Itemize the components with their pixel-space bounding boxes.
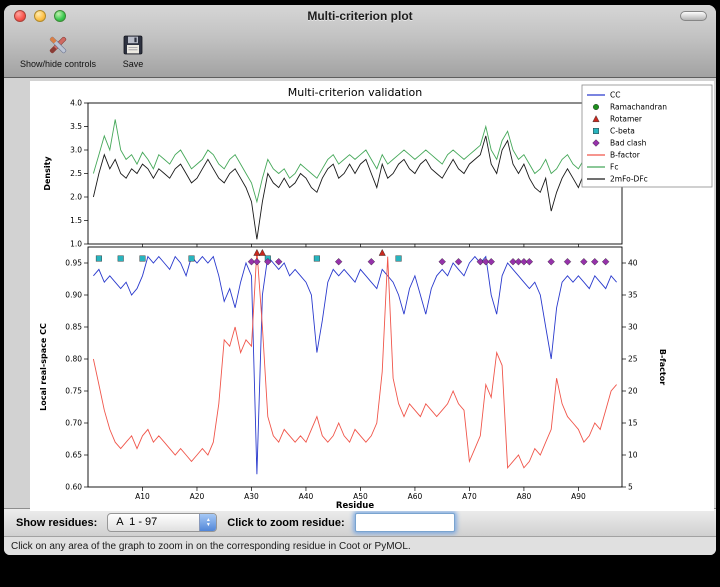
residue-range-dropdown[interactable]: A 1 - 97 ▲▼ — [107, 513, 217, 532]
svg-text:0.60: 0.60 — [65, 483, 82, 492]
svg-text:A90: A90 — [571, 492, 586, 501]
save-label: Save — [123, 59, 144, 69]
svg-text:1.5: 1.5 — [70, 216, 82, 225]
floppy-disk-icon — [120, 32, 146, 58]
window-chrome: Multi-criterion plot — [4, 5, 716, 78]
svg-text:Bad clash: Bad clash — [610, 139, 647, 148]
svg-text:35: 35 — [628, 291, 638, 300]
svg-text:4.0: 4.0 — [70, 99, 82, 108]
svg-text:A70: A70 — [462, 492, 477, 501]
toolbar: Show/hide controls Save — [4, 27, 716, 77]
window-title: Multi-criterion plot — [4, 5, 716, 27]
plot-content-area: Multi-criterion validation 1.0 1.5 2.0 2.5 3.… — [4, 78, 716, 508]
svg-text:2.5: 2.5 — [70, 169, 82, 178]
svg-text:3.0: 3.0 — [70, 146, 82, 155]
svg-text:Ramachandran: Ramachandran — [610, 103, 667, 112]
svg-text:0.65: 0.65 — [65, 451, 82, 460]
svg-text:0.70: 0.70 — [65, 419, 82, 428]
x-axis-label: Residue — [336, 501, 374, 511]
status-bar: Click on any area of the graph to zoom i… — [4, 536, 716, 555]
svg-text:A50: A50 — [353, 492, 368, 501]
top-plot: 1.0 1.5 2.0 2.5 3.0 3.5 4.0 — [70, 99, 622, 249]
density-axis-label: Density — [43, 156, 52, 191]
series-CC — [93, 257, 616, 475]
controls-bar: Show residues: A 1 - 97 ▲▼ Click to zoom… — [4, 508, 716, 536]
dropdown-arrows-icon: ▲▼ — [199, 514, 216, 531]
bottom-plot: 0.60 0.65 0.70 0.75 0.80 0.85 0.90 0.95 5 10 15 20 2… — [65, 247, 637, 501]
svg-text:2mFo-DFc: 2mFo-DFc — [610, 175, 648, 184]
multi-criterion-figure[interactable]: Multi-criterion validation 1.0 1.5 2.0 2.5 3.… — [30, 81, 714, 511]
residue-range-value: A 1 - 97 — [108, 514, 199, 531]
svg-text:25: 25 — [628, 355, 638, 364]
toolbar-toggle-button[interactable] — [680, 11, 707, 21]
svg-text:15: 15 — [628, 419, 638, 428]
svg-text:1.0: 1.0 — [70, 240, 82, 249]
crossed-tools-icon — [45, 32, 71, 58]
multi-criterion-plot-svg[interactable]: Multi-criterion validation 1.0 1.5 2.0 2.5 3.… — [30, 81, 714, 511]
cc-axis-label: Local real-space CC — [39, 323, 48, 411]
svg-text:A40: A40 — [299, 492, 314, 501]
svg-text:30: 30 — [628, 323, 638, 332]
show-hide-controls-label: Show/hide controls — [20, 59, 96, 69]
svg-text:Fc: Fc — [610, 163, 618, 172]
svg-text:A80: A80 — [517, 492, 532, 501]
series-Fc — [93, 120, 616, 202]
svg-text:3.5: 3.5 — [70, 122, 82, 131]
svg-text:0.85: 0.85 — [65, 323, 82, 332]
zoom-residue-input[interactable] — [355, 513, 455, 532]
svg-text:0.75: 0.75 — [65, 387, 82, 396]
svg-text:5: 5 — [628, 483, 633, 492]
show-hide-controls-button[interactable]: Show/hide controls — [16, 30, 100, 71]
svg-text:CC: CC — [610, 91, 620, 100]
svg-text:10: 10 — [628, 451, 638, 460]
app-window: Multi-criterion plot — [4, 5, 716, 555]
svg-text:A20: A20 — [190, 492, 205, 501]
svg-text:Rotamer: Rotamer — [610, 115, 643, 124]
series-2mFo-DFc — [93, 136, 616, 239]
svg-text:A10: A10 — [135, 492, 150, 501]
svg-text:0.80: 0.80 — [65, 355, 82, 364]
figure-title: Multi-criterion validation — [288, 86, 423, 99]
svg-text:A60: A60 — [408, 492, 423, 501]
bfactor-axis-label: B-factor — [658, 349, 667, 385]
svg-text:20: 20 — [628, 387, 638, 396]
svg-text:A30: A30 — [244, 492, 259, 501]
show-residues-label: Show residues: — [16, 517, 97, 529]
svg-text:0.95: 0.95 — [65, 259, 82, 268]
titlebar[interactable]: Multi-criterion plot — [4, 5, 716, 27]
zoom-residue-label: Click to zoom residue: — [227, 517, 344, 529]
svg-text:2.0: 2.0 — [70, 193, 82, 202]
svg-text:B-factor: B-factor — [610, 151, 641, 160]
legend: CC Ramachandran Rotamer C-beta Bad clash B-fa… — [582, 85, 712, 187]
status-text: Click on any area of the graph to zoom i… — [11, 541, 411, 552]
svg-text:40: 40 — [628, 259, 638, 268]
svg-text:C-beta: C-beta — [610, 127, 635, 136]
svg-text:0.90: 0.90 — [65, 291, 82, 300]
save-button[interactable]: Save — [116, 30, 150, 71]
